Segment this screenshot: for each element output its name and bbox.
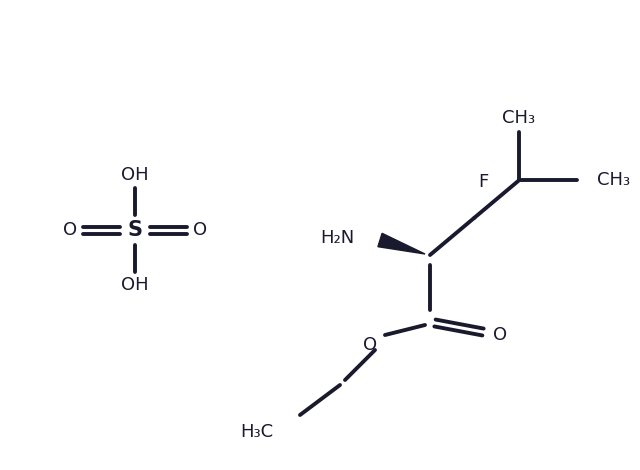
Text: OH: OH [121,276,149,294]
Text: H₃C: H₃C [240,423,273,441]
Text: O: O [193,221,207,239]
Text: H₂N: H₂N [320,229,354,247]
Text: CH₃: CH₃ [502,110,536,127]
Text: O: O [63,221,77,239]
Text: F: F [479,173,489,191]
Text: O: O [363,336,377,354]
Text: OH: OH [121,166,149,184]
Text: S: S [127,220,143,240]
Text: O: O [493,326,507,344]
Polygon shape [378,233,425,254]
Text: CH₃: CH₃ [597,172,630,189]
